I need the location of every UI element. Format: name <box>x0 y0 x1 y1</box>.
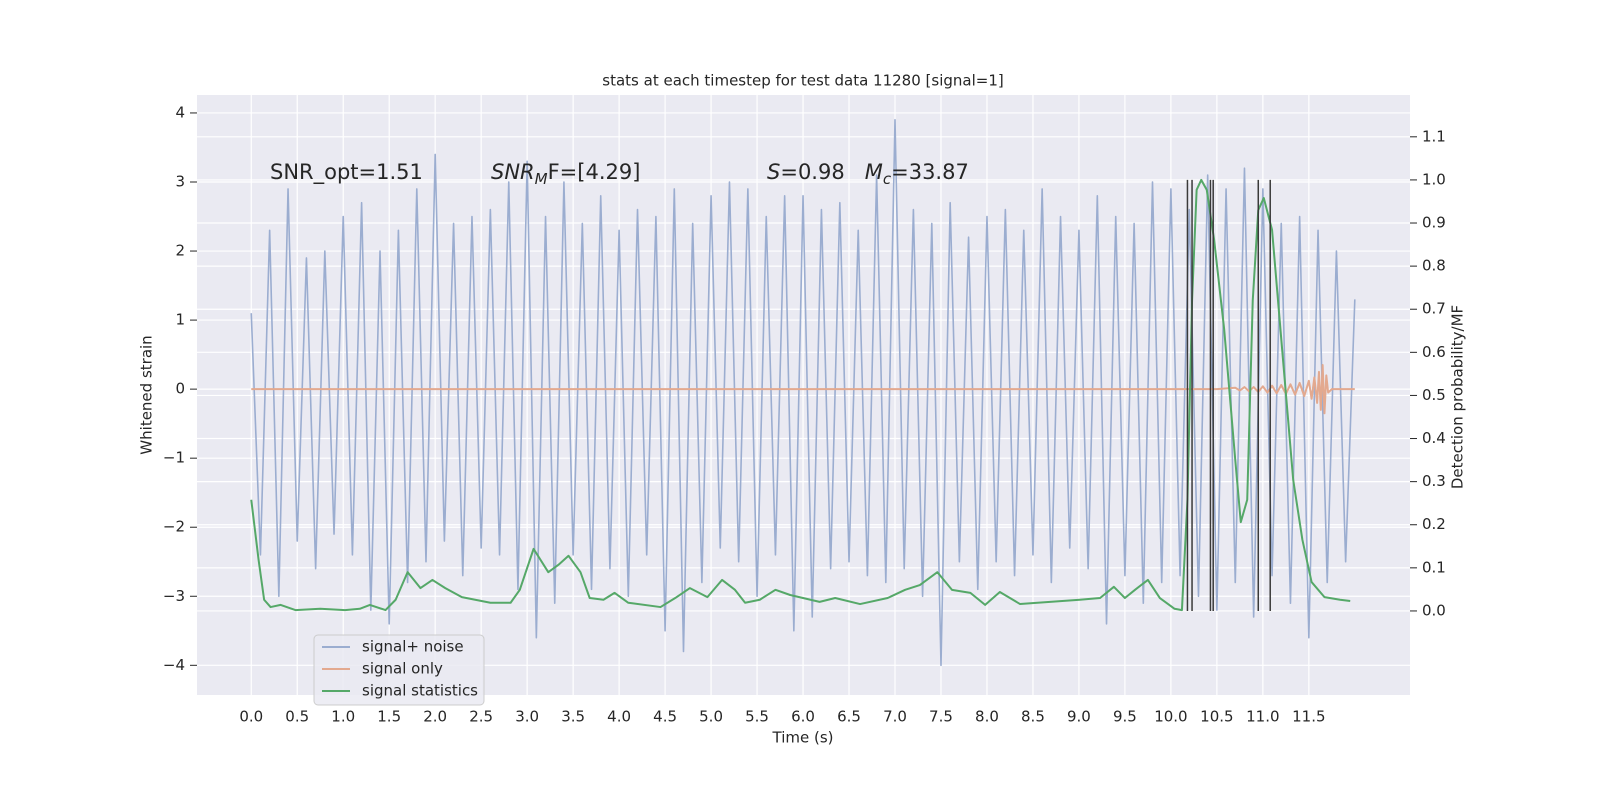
x-tick-label: 1.5 <box>377 708 401 726</box>
y-tick-label: 3 <box>175 172 185 190</box>
x-tick-label: 3.5 <box>561 708 585 726</box>
x-tick-label: 6.0 <box>791 708 815 726</box>
annotation-part: F=[4.29] <box>548 160 641 184</box>
y2-tick-label: 0.7 <box>1422 300 1446 318</box>
x-tick-label: 11.0 <box>1246 708 1279 726</box>
y2-tick-label: 0.9 <box>1422 214 1446 232</box>
x-tick-label: 6.5 <box>837 708 861 726</box>
x-tick-label: 4.5 <box>653 708 677 726</box>
series-line <box>251 363 1355 415</box>
x-tick-label: 5.5 <box>745 708 769 726</box>
x-tick-label: 8.0 <box>975 708 999 726</box>
y2-tick-label: 0.6 <box>1422 343 1446 361</box>
x-tick-label: 10.5 <box>1200 708 1233 726</box>
y-tick-label: −3 <box>163 587 185 605</box>
x-tick-label: 11.5 <box>1292 708 1325 726</box>
x-tick-label: 2.5 <box>469 708 493 726</box>
annotation-part: c <box>883 170 892 188</box>
x-tick-label: 3.0 <box>515 708 539 726</box>
chart-title: stats at each timestep for test data 112… <box>602 72 1003 90</box>
y2-tick-label: 1.1 <box>1422 127 1446 145</box>
x-tick-label: 7.5 <box>929 708 953 726</box>
y2-tick-label: 0.1 <box>1422 558 1446 576</box>
x-tick-label: 9.0 <box>1067 708 1091 726</box>
y2-axis-label: Detection probability/MF <box>1449 305 1467 489</box>
y-axis-label: Whitened strain <box>138 335 156 454</box>
y2-tick-label: 0.5 <box>1422 386 1446 404</box>
x-tick-label: 2.0 <box>423 708 447 726</box>
labels: 0.0 0.5 1.0 1.5 2.0 2.5 3.0 3.5 4.0 4.5 5.0 5.5 6.0 6… <box>163 103 1446 725</box>
y2-tick-label: 0.2 <box>1422 515 1446 533</box>
annotation-part: =33.87 <box>891 160 969 184</box>
x-tick-label: 9.5 <box>1113 708 1137 726</box>
annotation-part: M <box>535 170 548 188</box>
annotation-part: S <box>767 160 780 184</box>
legend-label: signal statistics <box>362 682 478 700</box>
y2-tick-label: 0.3 <box>1422 472 1446 490</box>
legend-label: signal only <box>362 660 443 678</box>
annotation: S=0.98 Mc=33.87 <box>767 160 969 188</box>
x-tick-label: 0.0 <box>239 708 263 726</box>
y-tick-label: 2 <box>175 242 185 260</box>
x-tick-label: 5.0 <box>699 708 723 726</box>
y2-tick-label: 0.0 <box>1422 601 1446 619</box>
annotation-part: SNR_opt=1.51 <box>270 160 423 185</box>
y-tick-label: −1 <box>163 449 185 467</box>
y-tick-label: −2 <box>163 518 185 536</box>
annotation-part: SNR <box>491 160 535 184</box>
annotation: SNRMF=[4.29] <box>491 160 640 188</box>
x-axis-label: Time (s) <box>772 729 834 747</box>
series-line <box>250 119 1356 667</box>
x-tick-label: 8.5 <box>1021 708 1045 726</box>
x-tick-label: 10.0 <box>1154 708 1187 726</box>
annotation-part: =0.98 <box>780 160 864 184</box>
x-tick-label: 0.5 <box>285 708 309 726</box>
y-tick-label: −4 <box>163 656 185 674</box>
x-tick-label: 4.0 <box>607 708 631 726</box>
annotation-part: M <box>865 160 883 184</box>
marks <box>250 119 1356 667</box>
y2-tick-label: 0.8 <box>1422 257 1446 275</box>
series-line <box>250 178 1351 612</box>
x-tick-label: 7.0 <box>883 708 907 726</box>
y-tick-label: 1 <box>175 311 185 329</box>
x-tick-label: 1.0 <box>331 708 355 726</box>
y2-tick-label: 0.4 <box>1422 429 1446 447</box>
y-tick-label: 4 <box>175 103 185 121</box>
y-tick-label: 0 <box>175 380 185 398</box>
legend-label: signal+ noise <box>362 638 464 656</box>
y2-tick-label: 1.0 <box>1422 170 1446 188</box>
legend-box <box>313 634 485 706</box>
annotation: SNR_opt=1.51 <box>270 160 423 185</box>
